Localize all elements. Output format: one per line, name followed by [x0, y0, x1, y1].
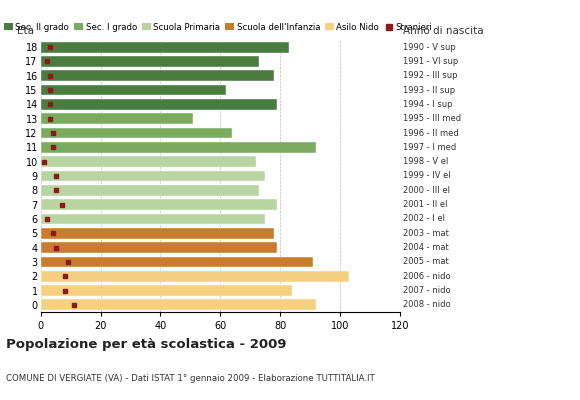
- Text: Popolazione per età scolastica - 2009: Popolazione per età scolastica - 2009: [6, 338, 287, 351]
- Text: Età: Età: [17, 26, 34, 36]
- Bar: [41, 285, 292, 296]
- Bar: [41, 70, 274, 81]
- Bar: [41, 199, 277, 210]
- Text: 2003 - mat: 2003 - mat: [403, 229, 449, 238]
- Bar: [41, 228, 274, 239]
- Text: 2002 - I el: 2002 - I el: [403, 214, 445, 224]
- Bar: [41, 242, 277, 253]
- Text: 1994 - I sup: 1994 - I sup: [403, 100, 452, 109]
- Bar: [41, 113, 193, 124]
- Bar: [41, 156, 256, 167]
- Bar: [41, 256, 313, 267]
- Text: 1995 - III med: 1995 - III med: [403, 114, 461, 123]
- Text: 2000 - III el: 2000 - III el: [403, 186, 450, 195]
- Bar: [41, 56, 259, 67]
- Bar: [41, 185, 259, 196]
- Text: Anno di nascita: Anno di nascita: [403, 26, 484, 36]
- Text: 2005 - mat: 2005 - mat: [403, 257, 449, 266]
- Bar: [41, 300, 316, 310]
- Text: 2008 - nido: 2008 - nido: [403, 300, 451, 309]
- Bar: [41, 99, 277, 110]
- Bar: [41, 42, 289, 52]
- Text: 1999 - IV el: 1999 - IV el: [403, 172, 451, 180]
- Bar: [41, 214, 265, 224]
- Text: COMUNE DI VERGIATE (VA) - Dati ISTAT 1° gennaio 2009 - Elaborazione TUTTITALIA.I: COMUNE DI VERGIATE (VA) - Dati ISTAT 1° …: [6, 374, 375, 383]
- Bar: [41, 171, 265, 181]
- Bar: [41, 142, 316, 153]
- Bar: [41, 128, 233, 138]
- Legend: Sec. II grado, Sec. I grado, Scuola Primaria, Scuola dell'Infanzia, Asilo Nido, : Sec. II grado, Sec. I grado, Scuola Prim…: [4, 23, 432, 32]
- Text: 1990 - V sup: 1990 - V sup: [403, 43, 456, 52]
- Text: 1997 - I med: 1997 - I med: [403, 143, 456, 152]
- Text: 2006 - nido: 2006 - nido: [403, 272, 451, 281]
- Text: 1993 - II sup: 1993 - II sup: [403, 86, 455, 95]
- Bar: [41, 271, 349, 282]
- Text: 2007 - nido: 2007 - nido: [403, 286, 451, 295]
- Text: 1991 - VI sup: 1991 - VI sup: [403, 57, 458, 66]
- Text: 2004 - mat: 2004 - mat: [403, 243, 449, 252]
- Text: 1998 - V el: 1998 - V el: [403, 157, 448, 166]
- Bar: [41, 85, 226, 96]
- Text: 2001 - II el: 2001 - II el: [403, 200, 448, 209]
- Text: 1996 - II med: 1996 - II med: [403, 128, 459, 138]
- Text: 1992 - III sup: 1992 - III sup: [403, 71, 458, 80]
